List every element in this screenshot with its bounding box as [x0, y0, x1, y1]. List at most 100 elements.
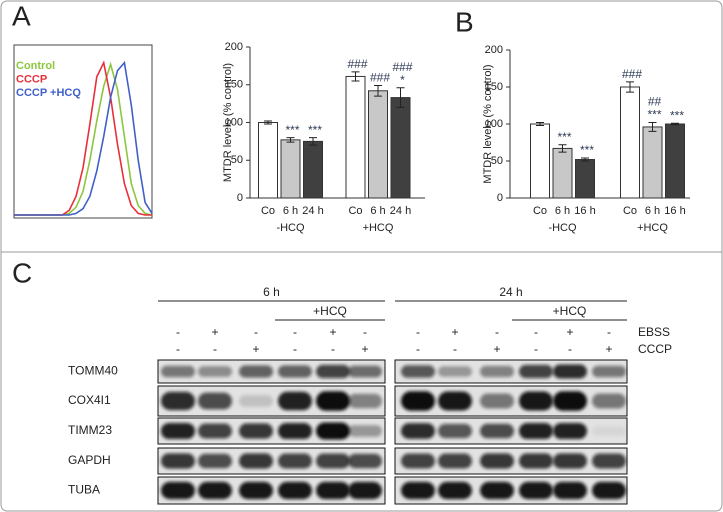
- band: [553, 422, 587, 440]
- bar: [258, 122, 278, 199]
- band: [438, 481, 472, 500]
- band: [316, 481, 350, 500]
- band: [161, 453, 195, 469]
- significance-label: ***: [580, 143, 594, 157]
- band: [278, 481, 312, 500]
- ebss-sign: +: [451, 325, 458, 339]
- band: [198, 366, 232, 377]
- band: [553, 364, 587, 379]
- row-label: GAPDH: [68, 453, 111, 467]
- error-bar: [351, 71, 360, 82]
- y-axis-label: MTDR levels (% control): [222, 63, 234, 182]
- bar: [575, 159, 595, 199]
- band: [198, 423, 232, 439]
- significance-label: ***: [670, 108, 684, 122]
- band: [239, 423, 273, 439]
- error-bar: [558, 144, 567, 153]
- band: [438, 423, 472, 439]
- band: [592, 365, 626, 378]
- y-axis-label: MTDR levels (% control): [482, 64, 494, 183]
- band: [348, 365, 382, 378]
- band: [553, 453, 587, 469]
- band: [592, 453, 626, 469]
- band: [239, 395, 273, 407]
- band: [519, 481, 553, 500]
- band: [480, 453, 514, 469]
- ebss-label: EBSS: [638, 325, 670, 339]
- band: [401, 453, 435, 469]
- x-tick-label: Co: [533, 205, 547, 217]
- significance-label: ###: [347, 57, 367, 71]
- error-bar: [396, 87, 405, 108]
- band: [519, 453, 553, 469]
- band: [198, 453, 232, 469]
- band: [480, 481, 514, 500]
- band: [316, 391, 350, 411]
- significance-label: ***: [285, 123, 299, 137]
- cccp-sign: -: [176, 342, 180, 356]
- cccp-sign: +: [493, 342, 500, 356]
- significance-label: ##: [648, 95, 662, 109]
- error-bar: [264, 120, 272, 125]
- error-bar: [374, 85, 382, 97]
- y-tick-label: 50: [491, 155, 503, 167]
- row-label: TIMM23: [68, 423, 112, 437]
- cccp-sign: -: [331, 342, 335, 356]
- significance-label: ***: [308, 123, 322, 137]
- cccp-sign: +: [252, 342, 259, 356]
- band: [316, 453, 350, 469]
- cccp-label: CCCP: [638, 342, 672, 356]
- error-bar: [536, 122, 544, 126]
- significance-label: ###: [622, 67, 642, 81]
- band: [592, 426, 626, 436]
- error-bar: [309, 137, 317, 146]
- band: [239, 481, 273, 500]
- cccp-sign: +: [605, 342, 612, 356]
- bar: [303, 140, 323, 199]
- cccp-sign: -: [293, 342, 297, 356]
- band: [438, 366, 472, 377]
- ebss-sign: -: [176, 325, 180, 339]
- y-tick-label: 200: [485, 44, 503, 56]
- bar: [552, 147, 573, 199]
- band: [348, 393, 382, 409]
- bar: [368, 90, 388, 199]
- band: [278, 422, 312, 440]
- band: [519, 391, 553, 411]
- histogram-curve: [14, 60, 153, 216]
- y-tick-label: 100: [485, 118, 503, 130]
- row-label: TOMM40: [68, 364, 118, 378]
- band: [161, 365, 195, 378]
- legend-label: CCCP +HCQ: [16, 87, 81, 99]
- error-bar: [626, 81, 634, 93]
- panel-label: B: [455, 6, 474, 37]
- ebss-sign: +: [211, 325, 218, 339]
- band: [401, 365, 435, 378]
- group-label: +HCQ: [363, 222, 394, 234]
- x-tick-label: 24 h: [390, 205, 411, 217]
- significance-label: ***: [647, 108, 661, 122]
- band: [519, 364, 553, 379]
- y-tick-label: 50: [231, 154, 243, 166]
- x-tick-label: Co: [261, 205, 275, 217]
- cccp-sign: -: [534, 342, 538, 356]
- bar: [530, 123, 550, 199]
- ebss-sign: -: [607, 325, 611, 339]
- cccp-sign: -: [416, 342, 420, 356]
- legend-label: Control: [16, 60, 55, 72]
- band: [480, 365, 514, 378]
- x-tick-label: 6 h: [370, 205, 385, 217]
- ebss-sign: -: [254, 325, 258, 339]
- cccp-sign: -: [568, 342, 572, 356]
- row-label: TUBA: [68, 483, 100, 497]
- y-tick-label: 100: [225, 116, 243, 128]
- ebss-sign: -: [293, 325, 297, 339]
- band: [348, 425, 382, 437]
- cccp-sign: +: [361, 342, 368, 356]
- bar: [665, 123, 685, 199]
- error-bar: [671, 122, 679, 126]
- y-tick-label: 0: [497, 192, 503, 204]
- error-bar: [286, 137, 295, 143]
- band: [438, 391, 472, 411]
